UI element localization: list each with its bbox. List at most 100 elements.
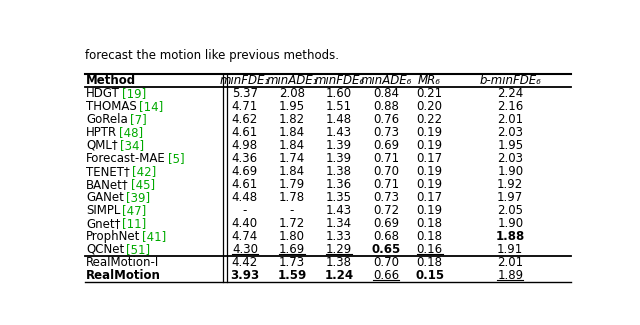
Text: 1.51: 1.51 (326, 100, 352, 113)
Text: 1.78: 1.78 (279, 191, 305, 204)
Text: 1.34: 1.34 (326, 217, 352, 230)
Text: forecast the motion like previous methods.: forecast the motion like previous method… (85, 49, 339, 62)
Text: 5.37: 5.37 (232, 87, 258, 100)
Text: 1.95: 1.95 (497, 139, 524, 152)
Text: 1.39: 1.39 (326, 139, 352, 152)
Text: 1.73: 1.73 (279, 256, 305, 269)
Text: 1.29: 1.29 (326, 243, 352, 256)
Text: 1.72: 1.72 (279, 217, 305, 230)
Text: 4.98: 4.98 (232, 139, 258, 152)
Text: 1.79: 1.79 (279, 178, 305, 191)
Text: 4.36: 4.36 (232, 152, 258, 165)
Text: 1.69: 1.69 (279, 243, 305, 256)
Text: 0.71: 0.71 (373, 178, 399, 191)
Text: 1.38: 1.38 (326, 165, 352, 178)
Text: 0.71: 0.71 (373, 152, 399, 165)
Text: 1.59: 1.59 (277, 269, 307, 282)
Text: 1.90: 1.90 (497, 217, 524, 230)
Text: [39]: [39] (126, 191, 150, 204)
Text: HDGT: HDGT (86, 87, 120, 100)
Text: 0.19: 0.19 (417, 165, 443, 178)
Text: 0.16: 0.16 (417, 243, 443, 256)
Text: 1.91: 1.91 (497, 243, 524, 256)
Text: 4.74: 4.74 (232, 230, 258, 243)
Text: THOMAS: THOMAS (86, 100, 137, 113)
Text: 1.97: 1.97 (497, 191, 524, 204)
Text: 4.30: 4.30 (232, 243, 258, 256)
Text: 1.89: 1.89 (497, 269, 524, 282)
Text: 1.92: 1.92 (497, 178, 524, 191)
Text: 0.73: 0.73 (373, 126, 399, 139)
Text: GANet: GANet (86, 191, 124, 204)
Text: 0.17: 0.17 (417, 152, 443, 165)
Text: [41]: [41] (142, 230, 166, 243)
Text: TENET†: TENET† (86, 165, 130, 178)
Text: 0.84: 0.84 (373, 87, 399, 100)
Text: 0.19: 0.19 (417, 126, 443, 139)
Text: 1.35: 1.35 (326, 191, 352, 204)
Text: -: - (243, 204, 247, 217)
Text: [19]: [19] (122, 87, 146, 100)
Text: HPTR: HPTR (86, 126, 117, 139)
Text: 1.88: 1.88 (495, 230, 525, 243)
Text: 4.71: 4.71 (232, 100, 258, 113)
Text: 0.70: 0.70 (373, 256, 399, 269)
Text: 4.48: 4.48 (232, 191, 258, 204)
Text: 0.18: 0.18 (417, 230, 443, 243)
Text: 0.19: 0.19 (417, 139, 443, 152)
Text: 2.01: 2.01 (497, 256, 524, 269)
Text: 0.69: 0.69 (373, 139, 399, 152)
Text: 2.24: 2.24 (497, 87, 524, 100)
Text: [34]: [34] (120, 139, 144, 152)
Text: 4.61: 4.61 (232, 126, 258, 139)
Text: 4.42: 4.42 (232, 256, 258, 269)
Text: [45]: [45] (131, 178, 155, 191)
Text: 1.90: 1.90 (497, 165, 524, 178)
Text: 4.69: 4.69 (232, 165, 258, 178)
Text: 0.72: 0.72 (373, 204, 399, 217)
Text: 0.76: 0.76 (373, 113, 399, 126)
Text: 1.74: 1.74 (279, 152, 305, 165)
Text: [42]: [42] (132, 165, 156, 178)
Text: 1.39: 1.39 (326, 152, 352, 165)
Text: [5]: [5] (168, 152, 184, 165)
Text: RealMotion: RealMotion (86, 269, 161, 282)
Text: 1.36: 1.36 (326, 178, 352, 191)
Text: Forecast-MAE: Forecast-MAE (86, 152, 166, 165)
Text: 1.95: 1.95 (279, 100, 305, 113)
Text: 0.22: 0.22 (417, 113, 443, 126)
Text: -: - (290, 204, 294, 217)
Text: [14]: [14] (139, 100, 163, 113)
Text: 1.48: 1.48 (326, 113, 352, 126)
Text: 2.01: 2.01 (497, 113, 524, 126)
Text: [7]: [7] (130, 113, 147, 126)
Text: ProphNet: ProphNet (86, 230, 140, 243)
Text: minFDE₁: minFDE₁ (220, 74, 270, 87)
Text: 1.84: 1.84 (279, 165, 305, 178)
Text: MR₆: MR₆ (418, 74, 441, 87)
Text: 2.16: 2.16 (497, 100, 524, 113)
Text: 2.03: 2.03 (497, 152, 524, 165)
Text: 0.88: 0.88 (373, 100, 399, 113)
Text: 2.08: 2.08 (279, 87, 305, 100)
Text: 4.40: 4.40 (232, 217, 258, 230)
Text: 2.05: 2.05 (497, 204, 524, 217)
Text: QML†: QML† (86, 139, 118, 152)
Text: 1.80: 1.80 (279, 230, 305, 243)
Text: 0.18: 0.18 (417, 217, 443, 230)
Text: 1.84: 1.84 (279, 126, 305, 139)
Text: 0.20: 0.20 (417, 100, 443, 113)
Text: [11]: [11] (122, 217, 147, 230)
Text: 4.62: 4.62 (232, 113, 258, 126)
Text: minFDE₆: minFDE₆ (314, 74, 364, 87)
Text: 1.38: 1.38 (326, 256, 352, 269)
Text: 1.43: 1.43 (326, 204, 352, 217)
Text: [51]: [51] (126, 243, 150, 256)
Text: 2.03: 2.03 (497, 126, 524, 139)
Text: 1.43: 1.43 (326, 126, 352, 139)
Text: b-minFDE₆: b-minFDE₆ (479, 74, 541, 87)
Text: 1.84: 1.84 (279, 139, 305, 152)
Text: GoRela: GoRela (86, 113, 128, 126)
Text: 3.93: 3.93 (230, 269, 259, 282)
Text: 1.33: 1.33 (326, 230, 352, 243)
